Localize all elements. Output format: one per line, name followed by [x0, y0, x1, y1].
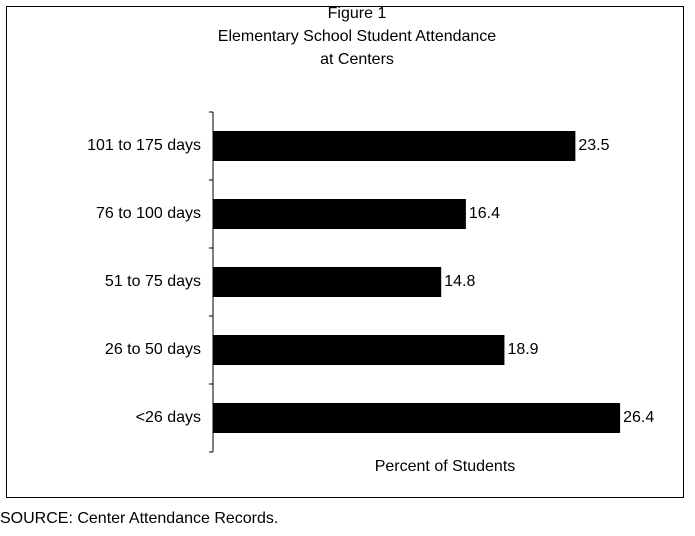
y-tick-label: 51 to 75 days	[105, 273, 201, 290]
source-note: SOURCE: Center Attendance Records.	[0, 510, 278, 527]
chart-title: Figure 1	[328, 5, 387, 22]
data-label: 23.5	[578, 137, 609, 154]
bar	[213, 131, 576, 161]
y-tick-label: <26 days	[136, 409, 201, 426]
bar	[213, 403, 621, 433]
data-label: 14.8	[444, 273, 475, 290]
data-label: 18.9	[507, 341, 538, 358]
y-tick-label: 101 to 175 days	[87, 137, 201, 154]
bar	[213, 199, 466, 229]
chart-frame	[6, 6, 684, 498]
chart-title: Elementary School Student Attendance	[218, 28, 497, 45]
x-axis-label: Percent of Students	[375, 458, 516, 475]
bar	[213, 335, 505, 365]
data-label: 26.4	[623, 409, 654, 426]
y-tick-label: 26 to 50 days	[105, 341, 201, 358]
bar	[213, 267, 442, 297]
chart-title: at Centers	[320, 51, 394, 68]
data-label: 16.4	[469, 205, 500, 222]
y-tick-label: 76 to 100 days	[96, 205, 201, 222]
